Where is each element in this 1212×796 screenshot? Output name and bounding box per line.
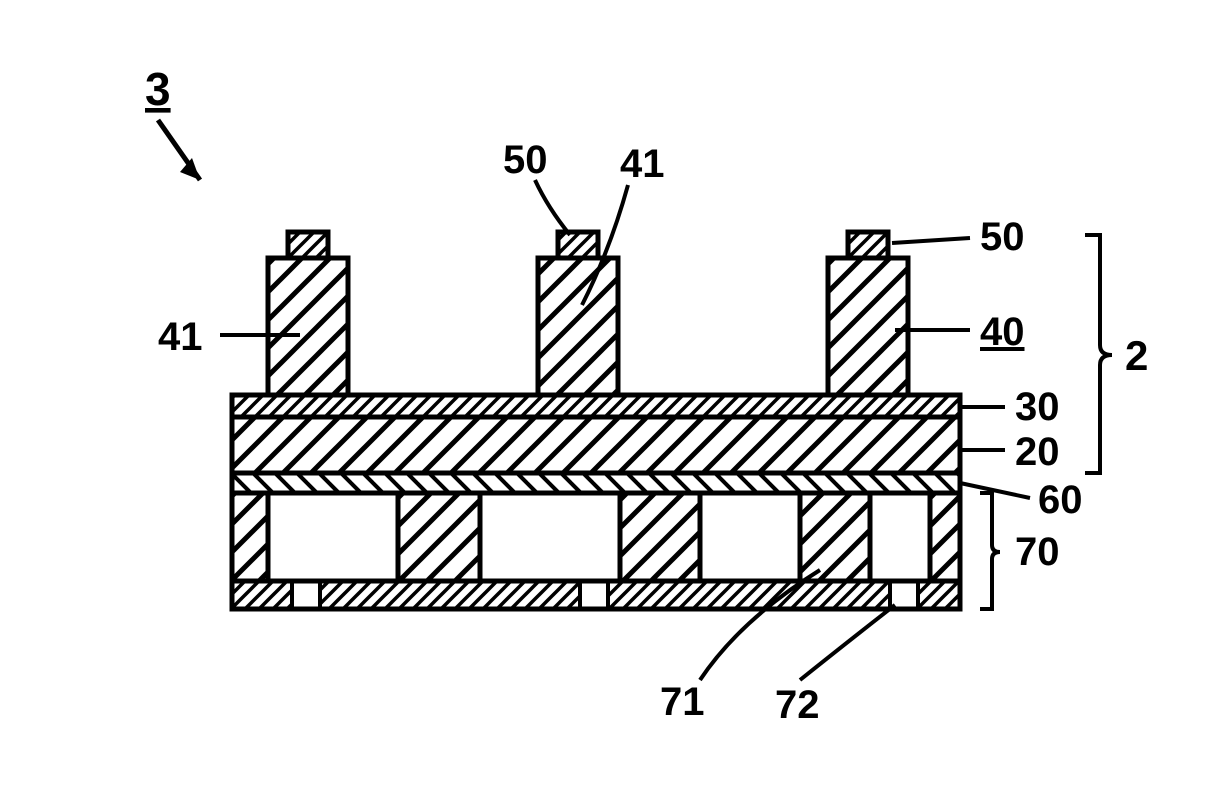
layer-70 — [232, 493, 960, 581]
label-40-right: 40 — [980, 310, 1025, 354]
label-71: 71 — [660, 680, 705, 724]
bracket-70 — [980, 493, 1000, 609]
label-72: 72 — [775, 683, 820, 727]
pillars-40 — [268, 258, 908, 395]
figure-ref: 3 — [145, 63, 171, 115]
layer-20 — [232, 417, 960, 473]
caps-50 — [288, 232, 888, 258]
label-41-mid: 41 — [620, 142, 665, 186]
layer-72 — [232, 581, 960, 609]
label-30: 30 — [1015, 385, 1060, 429]
layer-60 — [232, 473, 960, 493]
label-50-right: 50 — [980, 215, 1025, 259]
label-50-mid: 50 — [503, 138, 548, 182]
label-2: 2 — [1125, 332, 1148, 379]
cross-section-figure: 3 — [0, 0, 1212, 791]
label-70: 70 — [1015, 530, 1060, 574]
label-20: 20 — [1015, 430, 1060, 474]
figure-arrowhead — [180, 158, 200, 180]
label-41-left: 41 — [158, 315, 203, 359]
label-60: 60 — [1038, 478, 1083, 522]
bracket-2 — [1085, 235, 1112, 473]
layer-30 — [232, 395, 960, 417]
